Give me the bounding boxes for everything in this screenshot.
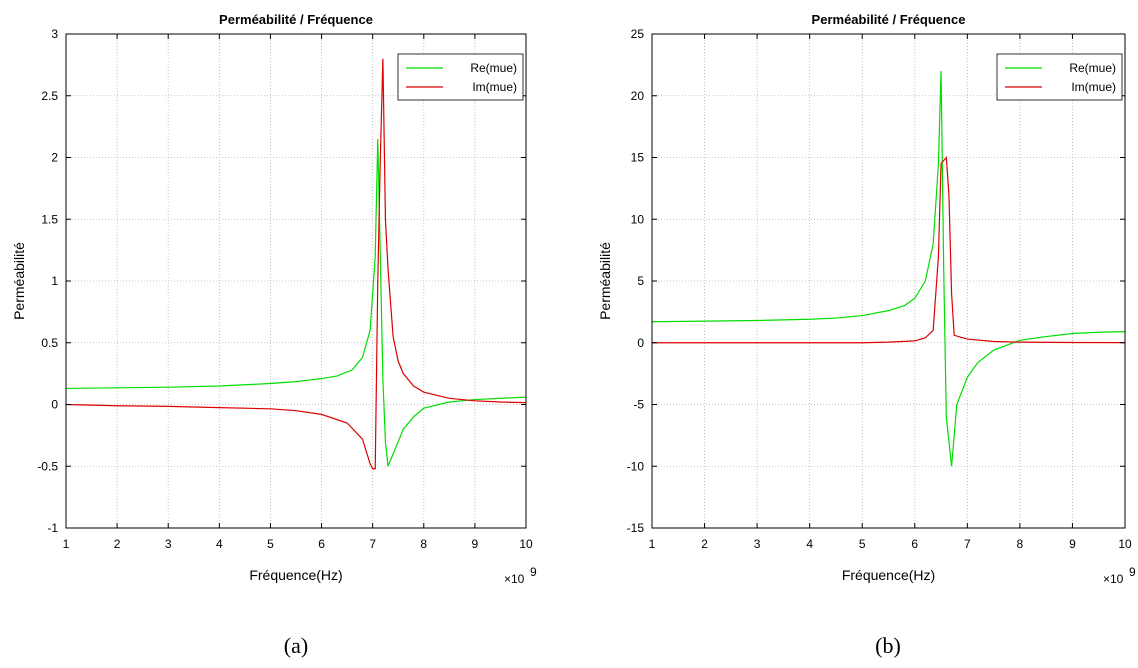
x-tick-label: 1 (63, 537, 70, 551)
x-tick-label: 4 (806, 537, 813, 551)
y-tick-label: 0.5 (41, 336, 58, 350)
x-tick-label: 10 (1118, 537, 1132, 551)
y-tick-label: -15 (627, 521, 645, 535)
y-tick-label: 3 (51, 27, 58, 41)
y-tick-label: -10 (627, 459, 645, 473)
x-tick-label: 7 (369, 537, 376, 551)
x-tick-label: 2 (701, 537, 708, 551)
series-line-re (66, 138, 526, 467)
y-tick-label: -1 (47, 521, 58, 535)
x-tick-label: 9 (1069, 537, 1076, 551)
series-line-im (66, 58, 526, 470)
chart-a: 1 2 3 4 5 6 7 8 9 10 -1 -0.5 0 0.5 1 1.5 2 2.5 3 Perméabili… (11, 12, 537, 658)
y-tick-label: -0.5 (37, 459, 58, 473)
y-axis-label: Perméabilité (597, 242, 613, 320)
y-tick-label: 0 (637, 336, 644, 350)
legend-label-im: Im(mue) (472, 80, 517, 94)
x-tick-label: 3 (754, 537, 761, 551)
y-tick-label: 1 (51, 274, 58, 288)
y-tick-label: 2 (51, 151, 58, 165)
x-tick-label: 6 (911, 537, 918, 551)
y-tick-label: 5 (637, 274, 644, 288)
chart-b: 1 2 3 4 5 6 7 8 9 10 -15 -10 -5 0 5 10 15 20 25 Perméabilit… (597, 12, 1136, 658)
x-tick-label: 3 (165, 537, 172, 551)
figure-caption: (b) (875, 633, 901, 658)
y-tick-label: 20 (631, 89, 645, 103)
series-line-im (652, 155, 1125, 344)
plot-area (66, 34, 526, 528)
x-tick-label: 7 (964, 537, 971, 551)
x-exponent-power: 9 (530, 565, 537, 579)
legend-label-re: Re(mue) (1069, 61, 1116, 75)
x-axis-label: Fréquence(Hz) (249, 567, 342, 583)
figure-caption: (a) (284, 633, 308, 658)
x-tick-label: 6 (318, 537, 325, 551)
x-exponent-base: ×10 (1103, 572, 1124, 586)
y-tick-label: 2.5 (41, 89, 58, 103)
y-tick-label: 10 (631, 212, 645, 226)
y-tick-label: 1.5 (41, 212, 58, 226)
x-exponent-base: ×10 (504, 572, 525, 586)
x-tick-label: 1 (649, 537, 656, 551)
legend-box (996, 53, 1123, 101)
y-tick-label: 0 (51, 398, 58, 412)
x-tick-label: 9 (472, 537, 479, 551)
x-tick-label: 4 (216, 537, 223, 551)
chart-title: Perméabilité / Fréquence (219, 12, 373, 27)
x-tick-label: 10 (519, 537, 533, 551)
y-tick-label: 25 (631, 27, 645, 41)
chart-title: Perméabilité / Fréquence (812, 12, 966, 27)
x-tick-label: 5 (267, 537, 274, 551)
x-exponent-power: 9 (1129, 565, 1136, 579)
x-tick-label: 8 (1017, 537, 1024, 551)
x-tick-label: 5 (859, 537, 866, 551)
y-axis-label: Perméabilité (11, 242, 27, 320)
x-tick-label: 8 (420, 537, 427, 551)
legend-label-re: Re(mue) (470, 61, 517, 75)
x-axis-label: Fréquence(Hz) (842, 567, 935, 583)
y-tick-label: -5 (633, 398, 644, 412)
y-tick-label: 15 (631, 151, 645, 165)
x-tick-label: 2 (114, 537, 121, 551)
legend-box (397, 53, 524, 101)
legend-label-im: Im(mue) (1071, 80, 1116, 94)
